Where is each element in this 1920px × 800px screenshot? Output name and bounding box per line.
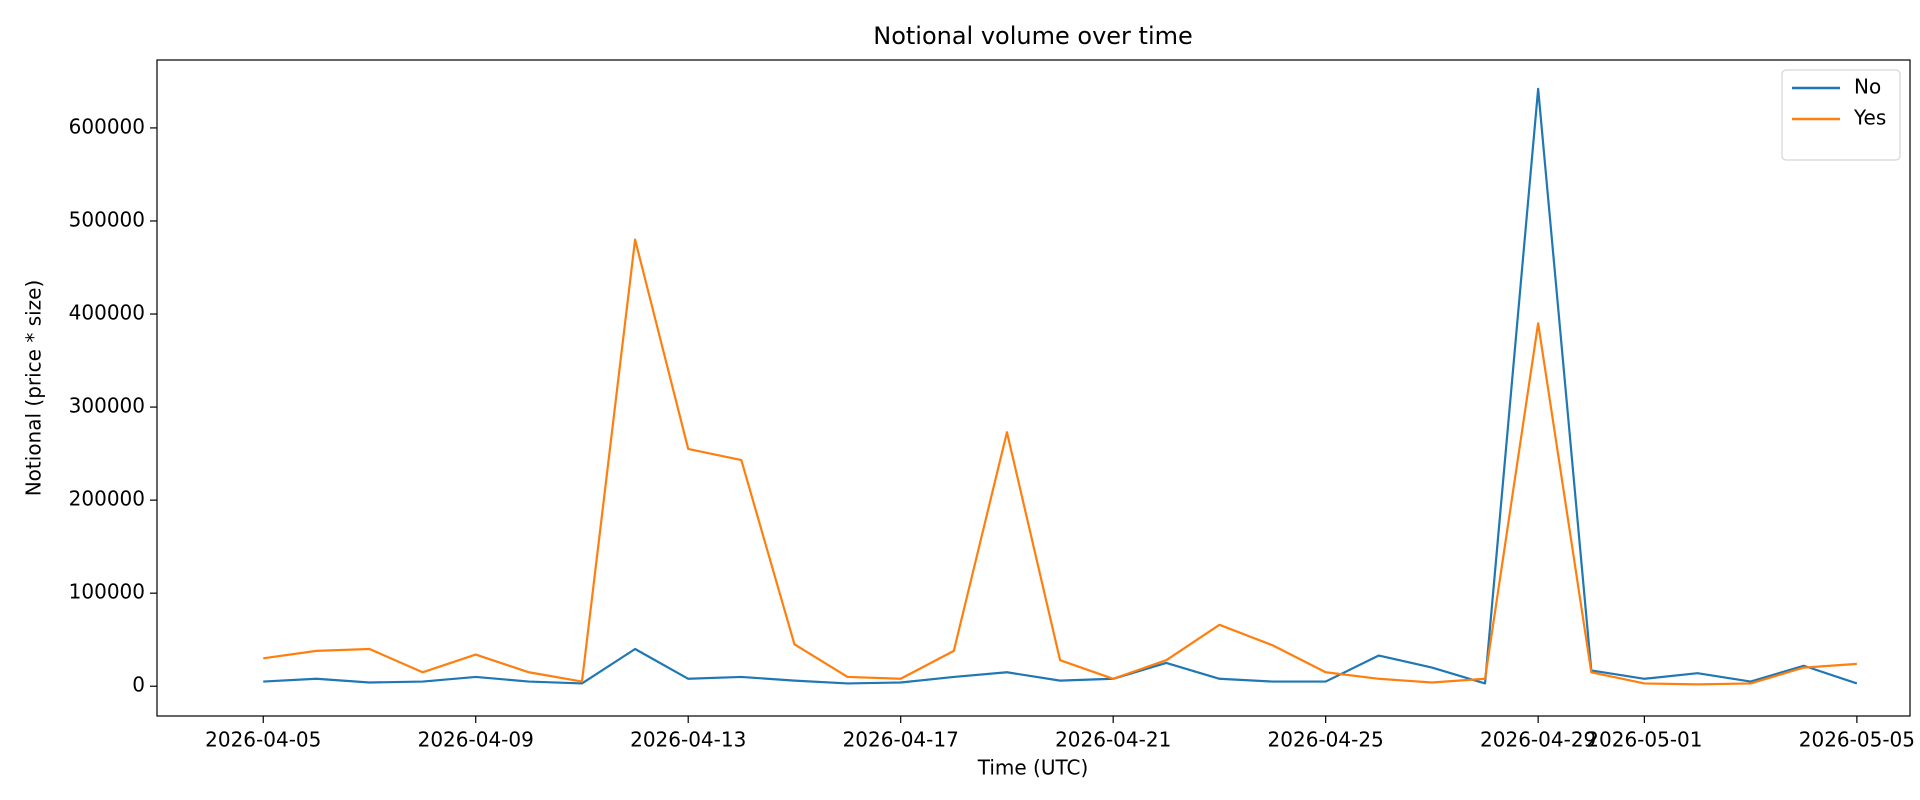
y-tick-label: 300000 — [69, 394, 145, 418]
x-tick-label: 2026-04-17 — [843, 728, 959, 752]
legend: No Yes — [1781, 69, 1901, 161]
y-axis-label: Notional (price * size) — [22, 280, 46, 497]
x-tick-label: 2026-04-25 — [1268, 728, 1384, 752]
chart-title: Notional volume over time — [873, 22, 1193, 50]
x-tick-label: 2026-04-05 — [205, 728, 321, 752]
plot-frame — [156, 59, 1911, 717]
y-tick-label: 200000 — [69, 487, 145, 511]
x-tick-label: 2026-04-13 — [630, 728, 746, 752]
x-tick-label: 2026-04-21 — [1055, 728, 1171, 752]
line-series — [263, 87, 1858, 685]
x-tick-label: 2026-05-05 — [1799, 728, 1915, 752]
x-tick-label: 2026-04-09 — [418, 728, 534, 752]
x-tick-label: 2026-05-01 — [1586, 728, 1702, 752]
x-tick-label: 2026-04-29 — [1480, 728, 1596, 752]
line-series — [263, 238, 1857, 686]
y-tick-label: 500000 — [69, 207, 145, 231]
legend-label: Yes — [1853, 106, 1886, 130]
y-tick-label: 400000 — [69, 301, 145, 325]
legend-label: No — [1854, 75, 1881, 99]
y-tick-label: 600000 — [69, 114, 145, 138]
x-axis-label: Time (UTC) — [977, 756, 1089, 780]
legend-box — [1781, 69, 1901, 161]
y-tick-label: 100000 — [69, 580, 145, 604]
y-tick-label: 0 — [132, 673, 145, 697]
